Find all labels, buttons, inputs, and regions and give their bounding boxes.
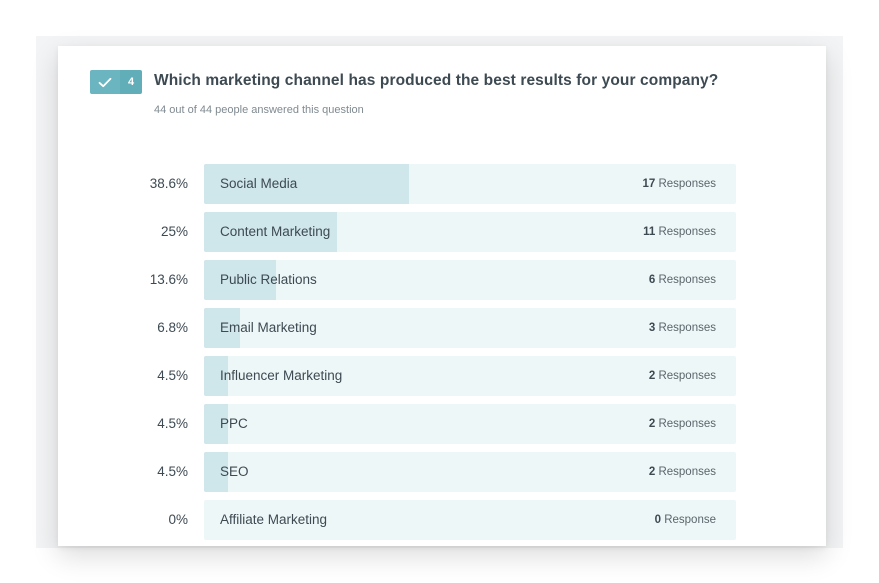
bar-fill	[204, 356, 228, 396]
response-count-number: 0	[654, 514, 661, 526]
option-label: Content Marketing	[220, 224, 331, 239]
response-count-unit: Response	[664, 514, 716, 526]
bar-track: Influencer Marketing 2 Responses	[204, 356, 736, 396]
bar-track: Affiliate Marketing 0 Response	[204, 500, 736, 540]
response-count: 2 Responses	[649, 452, 716, 492]
result-row: 38.6% Social Media 17 Responses	[58, 164, 826, 204]
check-icon	[90, 70, 120, 94]
response-count: 3 Responses	[649, 308, 716, 348]
response-count-unit: Responses	[658, 370, 716, 382]
bar-fill	[204, 260, 276, 300]
option-label: SEO	[220, 464, 249, 479]
bar-track: Public Relations 6 Responses	[204, 260, 736, 300]
result-row: 4.5% Influencer Marketing 2 Responses	[58, 356, 826, 396]
question-badge: 4	[90, 70, 142, 94]
response-count: 17 Responses	[642, 164, 716, 204]
percentage-label: 0%	[168, 512, 188, 527]
response-count: 0 Response	[655, 500, 716, 540]
bar-fill	[204, 404, 228, 444]
response-count-number: 2	[648, 466, 656, 478]
response-count: 6 Responses	[649, 260, 716, 300]
response-count-unit: Responses	[658, 418, 716, 430]
percentage-label: 13.6%	[149, 272, 188, 287]
percentage-label: 38.6%	[149, 176, 188, 191]
bar-track: Email Marketing 3 Responses	[204, 308, 736, 348]
option-label: Public Relations	[220, 272, 317, 287]
result-row: 25% Content Marketing 11 Responses	[58, 212, 826, 252]
response-count: 2 Responses	[649, 404, 716, 444]
response-count-number: 17	[642, 178, 656, 190]
percentage-label: 4.5%	[157, 416, 188, 431]
response-count-unit: Responses	[658, 466, 716, 478]
percentage-label: 25%	[160, 224, 188, 239]
question-title: Which marketing channel has produced the…	[154, 72, 719, 89]
option-label: Influencer Marketing	[220, 368, 343, 383]
response-count-number: 11	[643, 226, 656, 238]
result-row: 4.5% PPC 2 Responses	[58, 404, 826, 444]
option-label: Affiliate Marketing	[220, 512, 328, 527]
question-number: 4	[120, 70, 142, 94]
response-count-number: 2	[648, 370, 656, 382]
response-count-unit: Responses	[658, 322, 716, 334]
result-row: 6.8% Email Marketing 3 Responses	[58, 308, 826, 348]
option-label: Email Marketing	[220, 320, 317, 335]
bar-fill	[204, 452, 228, 492]
response-count-number: 3	[648, 322, 656, 334]
percentage-label: 4.5%	[157, 368, 188, 383]
bar-track: SEO 2 Responses	[204, 452, 736, 492]
bar-fill	[204, 212, 337, 252]
response-count-unit: Responses	[658, 178, 716, 190]
result-row: 13.6% Public Relations 6 Responses	[58, 260, 826, 300]
result-row: 0% Affiliate Marketing 0 Response	[58, 500, 826, 540]
results-chart: 38.6% Social Media 17 Responses 25% Content …	[58, 164, 826, 546]
option-label: Social Media	[220, 176, 298, 191]
option-label: PPC	[220, 416, 248, 431]
bar-track: Content Marketing 11 Responses	[204, 212, 736, 252]
response-count-unit: Responses	[658, 226, 716, 238]
bar-fill	[204, 164, 409, 204]
percentage-label: 4.5%	[157, 464, 188, 479]
response-count: 11 Responses	[643, 212, 716, 252]
bar-track: PPC 2 Responses	[204, 404, 736, 444]
response-count-number: 2	[648, 418, 656, 430]
bar-fill	[204, 308, 240, 348]
question-card: 4 Which marketing channel has produced t…	[58, 46, 826, 546]
bar-track: Social Media 17 Responses	[204, 164, 736, 204]
percentage-label: 6.8%	[157, 320, 188, 335]
response-count: 2 Responses	[649, 356, 716, 396]
answered-count: 44 out of 44 people answered this questi…	[154, 104, 364, 116]
response-count-number: 6	[648, 274, 656, 286]
response-count-unit: Responses	[658, 274, 716, 286]
result-row: 4.5% SEO 2 Responses	[58, 452, 826, 492]
